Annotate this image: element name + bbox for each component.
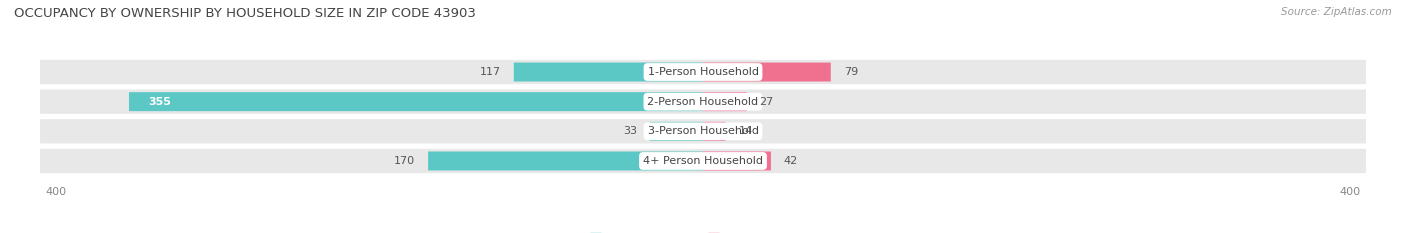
FancyBboxPatch shape (703, 122, 725, 141)
FancyBboxPatch shape (41, 149, 1367, 173)
FancyBboxPatch shape (513, 62, 703, 82)
Text: 3-Person Household: 3-Person Household (648, 126, 758, 136)
FancyBboxPatch shape (41, 60, 1367, 84)
FancyBboxPatch shape (427, 151, 703, 171)
FancyBboxPatch shape (41, 119, 1367, 144)
Legend: Owner-occupied, Renter-occupied: Owner-occupied, Renter-occupied (586, 229, 820, 233)
Text: 1-Person Household: 1-Person Household (648, 67, 758, 77)
Text: 2-Person Household: 2-Person Household (647, 97, 759, 107)
Text: Source: ZipAtlas.com: Source: ZipAtlas.com (1281, 7, 1392, 17)
Text: 33: 33 (623, 126, 637, 136)
Text: 4+ Person Household: 4+ Person Household (643, 156, 763, 166)
Text: 170: 170 (394, 156, 415, 166)
FancyBboxPatch shape (41, 89, 1367, 114)
Text: 79: 79 (844, 67, 858, 77)
FancyBboxPatch shape (703, 62, 831, 82)
FancyBboxPatch shape (703, 92, 747, 111)
FancyBboxPatch shape (703, 151, 770, 171)
Text: 42: 42 (785, 156, 799, 166)
Text: OCCUPANCY BY OWNERSHIP BY HOUSEHOLD SIZE IN ZIP CODE 43903: OCCUPANCY BY OWNERSHIP BY HOUSEHOLD SIZE… (14, 7, 477, 20)
Text: 117: 117 (479, 67, 501, 77)
Text: 27: 27 (759, 97, 773, 107)
FancyBboxPatch shape (650, 122, 703, 141)
FancyBboxPatch shape (129, 92, 703, 111)
Text: 355: 355 (149, 97, 172, 107)
Text: 14: 14 (738, 126, 752, 136)
